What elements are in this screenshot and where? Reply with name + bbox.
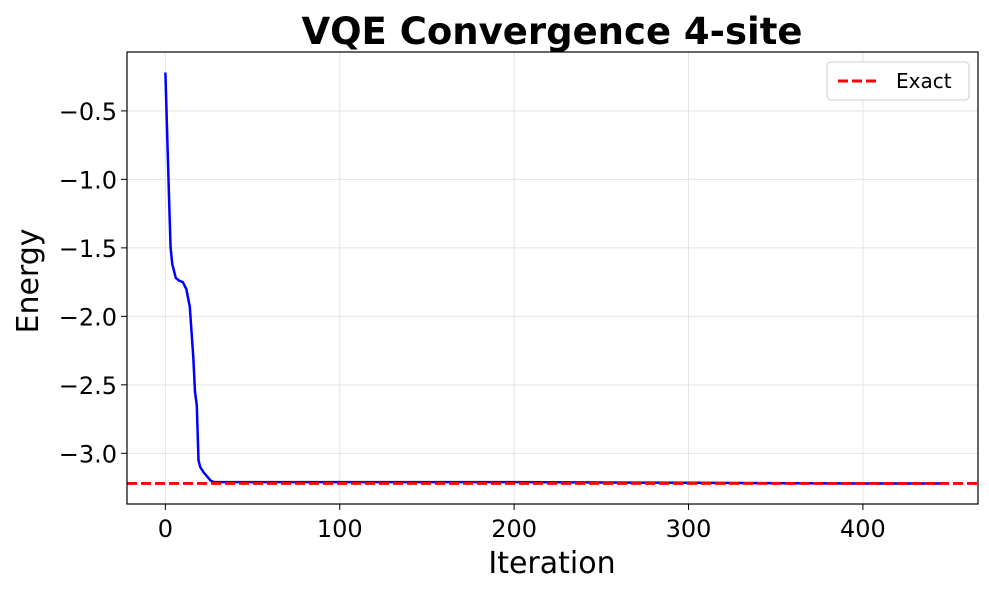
x-tick-label: 200 — [491, 515, 537, 543]
chart-title: VQE Convergence 4-site — [301, 10, 802, 53]
legend: Exact — [826, 61, 970, 101]
axis-ticks: 0 100 200 300 400 −3.0 −2.5 −2.0 −1.5 −1.0 −0.5 — [59, 98, 886, 543]
y-tick-label: −3.0 — [59, 440, 117, 468]
grid-lines — [127, 52, 978, 504]
y-tick-label: −1.5 — [59, 235, 117, 263]
legend-box — [826, 61, 970, 101]
x-tick-label: 0 — [158, 515, 173, 543]
plot-frame — [126, 51, 979, 505]
y-tick-label: −0.5 — [59, 98, 117, 126]
x-tick-label: 300 — [666, 515, 712, 543]
legend-label-exact: Exact — [896, 69, 952, 93]
y-tick-label: −1.0 — [59, 166, 117, 194]
y-tick-label: −2.5 — [59, 372, 117, 400]
x-axis-label: Iteration — [488, 546, 615, 581]
y-tick-label: −2.0 — [59, 303, 117, 331]
plot-area — [127, 72, 978, 485]
y-axis-label: Energy — [11, 228, 46, 333]
x-tick-label: 100 — [317, 515, 363, 543]
x-tick-label: 400 — [840, 515, 886, 543]
